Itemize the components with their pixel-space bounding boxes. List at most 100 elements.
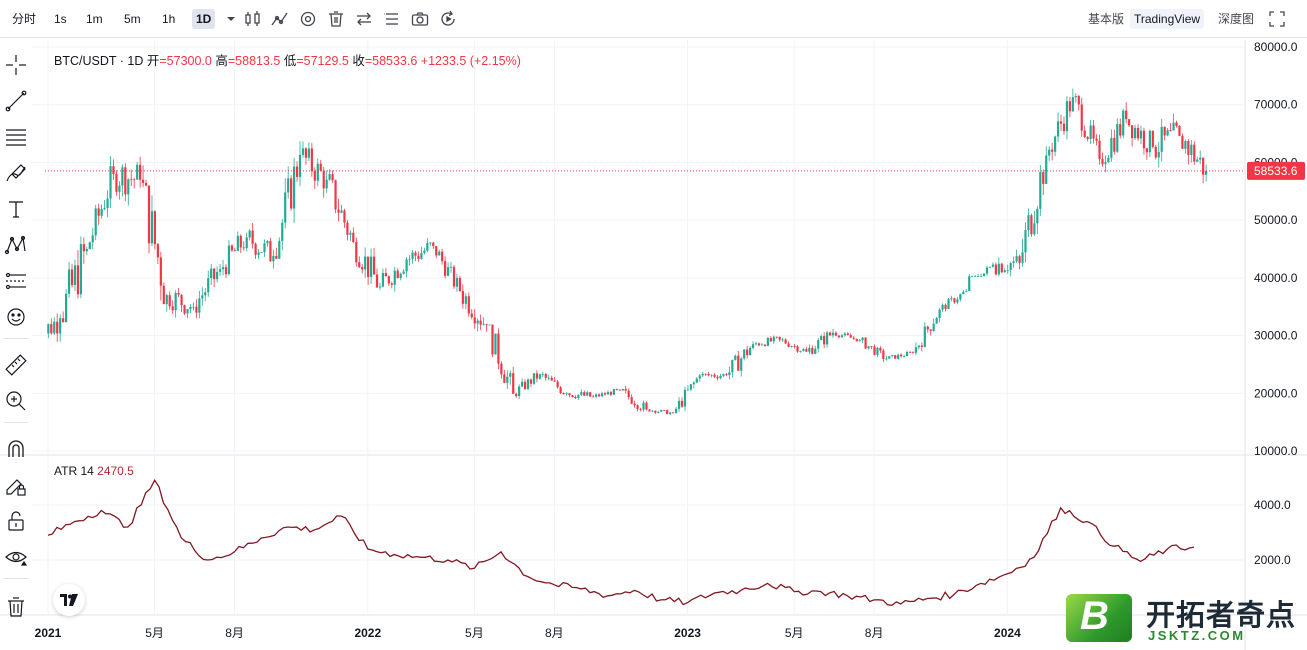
time-tick-label: 2022: [354, 626, 381, 640]
atr-name[interactable]: ATR 14: [54, 464, 94, 478]
trash-icon[interactable]: [4, 595, 28, 619]
candle-down: [535, 373, 539, 379]
eye-icon[interactable]: [4, 545, 28, 569]
candle-down: [769, 338, 772, 342]
high-value: =58813.5: [227, 54, 281, 68]
candle-up: [914, 347, 918, 353]
candle-up: [932, 323, 935, 331]
candle-up: [867, 346, 870, 349]
candle-up: [174, 292, 177, 311]
timeframe-1h[interactable]: 1h: [162, 12, 176, 26]
candle-up: [740, 358, 743, 371]
trend-line-icon[interactable]: [4, 89, 28, 113]
candle-down: [529, 379, 533, 384]
candle-down: [130, 179, 133, 181]
candle-down: [544, 374, 547, 378]
view-depth[interactable]: 深度图: [1218, 12, 1255, 26]
candle-down: [574, 397, 577, 399]
candle-up: [1012, 261, 1015, 264]
symbol-title[interactable]: BTC/USDT · 1D: [54, 54, 144, 68]
candle-down: [242, 247, 245, 249]
candle-up: [1107, 157, 1110, 163]
candles-icon[interactable]: [243, 9, 263, 29]
candle-up: [891, 355, 894, 357]
candle-down: [177, 292, 180, 295]
candle-up: [861, 337, 864, 341]
candle-up: [408, 258, 411, 260]
text-icon[interactable]: [4, 197, 28, 221]
forecast-icon[interactable]: [4, 269, 28, 293]
timeframe-1d[interactable]: 1D: [192, 9, 216, 29]
candle-up: [938, 309, 941, 318]
candle-up: [772, 336, 775, 342]
last-price-label: 58533.6: [1254, 164, 1298, 178]
toolbar-divider: [4, 338, 28, 339]
settings-icon[interactable]: [298, 9, 318, 29]
candle-up: [118, 185, 121, 192]
replay-icon[interactable]: [438, 9, 458, 29]
ruler-icon[interactable]: [4, 353, 28, 377]
candle-up: [766, 338, 769, 346]
candle-down: [680, 400, 684, 407]
candle-up: [902, 356, 906, 357]
fullscreen-icon[interactable]: [1267, 9, 1287, 29]
zoom-in-icon[interactable]: [4, 389, 28, 413]
indicators-icon[interactable]: [270, 9, 290, 29]
timeframe-1s[interactable]: 1s: [54, 12, 67, 26]
timeframe-fenshi[interactable]: 分时: [12, 12, 37, 26]
candle-down: [583, 392, 586, 396]
candle-down: [666, 410, 669, 415]
candle-up: [917, 345, 920, 348]
crosshair-icon[interactable]: [4, 53, 28, 77]
emoji-icon[interactable]: [4, 305, 28, 329]
candle-up: [284, 192, 287, 223]
candle-down: [849, 335, 852, 338]
candle-up: [586, 392, 589, 396]
brush-icon[interactable]: [4, 161, 28, 185]
candle-down: [171, 306, 174, 311]
candle-up: [760, 344, 764, 346]
toolbar-divider: [4, 578, 28, 579]
candle-down: [334, 180, 337, 210]
fib-lines-icon[interactable]: [4, 125, 28, 149]
candle-down: [461, 291, 464, 304]
compare-icon[interactable]: [354, 9, 374, 29]
candle-down: [491, 324, 494, 355]
timeframe-1m[interactable]: 1m: [86, 12, 103, 26]
lock-drawing-icon[interactable]: [4, 473, 28, 497]
candle-up: [888, 356, 891, 359]
trash-icon[interactable]: [326, 9, 346, 29]
view-tradingview[interactable]: TradingView: [1130, 9, 1205, 29]
candle-up: [820, 336, 823, 341]
candle-up: [1048, 149, 1051, 156]
pattern-icon[interactable]: [4, 233, 28, 257]
candle-down: [834, 332, 838, 336]
candle-down: [1092, 125, 1095, 139]
timeframe-5m[interactable]: 5m: [124, 12, 141, 26]
candle-up: [669, 412, 672, 415]
candle-up: [307, 148, 311, 158]
candle-down: [846, 333, 849, 336]
unlock-icon[interactable]: [4, 509, 28, 533]
candle-up: [731, 359, 734, 373]
candle-up: [1071, 97, 1074, 112]
tradingview-logo[interactable]: [53, 584, 85, 616]
view-basic[interactable]: 基本版: [1088, 12, 1125, 26]
camera-icon[interactable]: [410, 9, 430, 29]
candle-up: [340, 210, 343, 213]
candle-down: [571, 395, 574, 398]
candle-down: [589, 392, 592, 397]
candle-down: [319, 163, 322, 171]
list-icon[interactable]: [382, 9, 402, 29]
candle-up: [1139, 130, 1143, 139]
candle-up: [316, 163, 319, 181]
candle-up: [287, 178, 290, 193]
candle-up: [722, 374, 725, 376]
atr-tick-label: 4000.0: [1254, 498, 1291, 512]
candle-down: [1145, 148, 1148, 153]
candle-up: [127, 179, 130, 195]
magnet-icon[interactable]: [4, 437, 28, 461]
chevron-down-icon[interactable]: [221, 9, 241, 29]
candle-down: [1125, 110, 1128, 120]
